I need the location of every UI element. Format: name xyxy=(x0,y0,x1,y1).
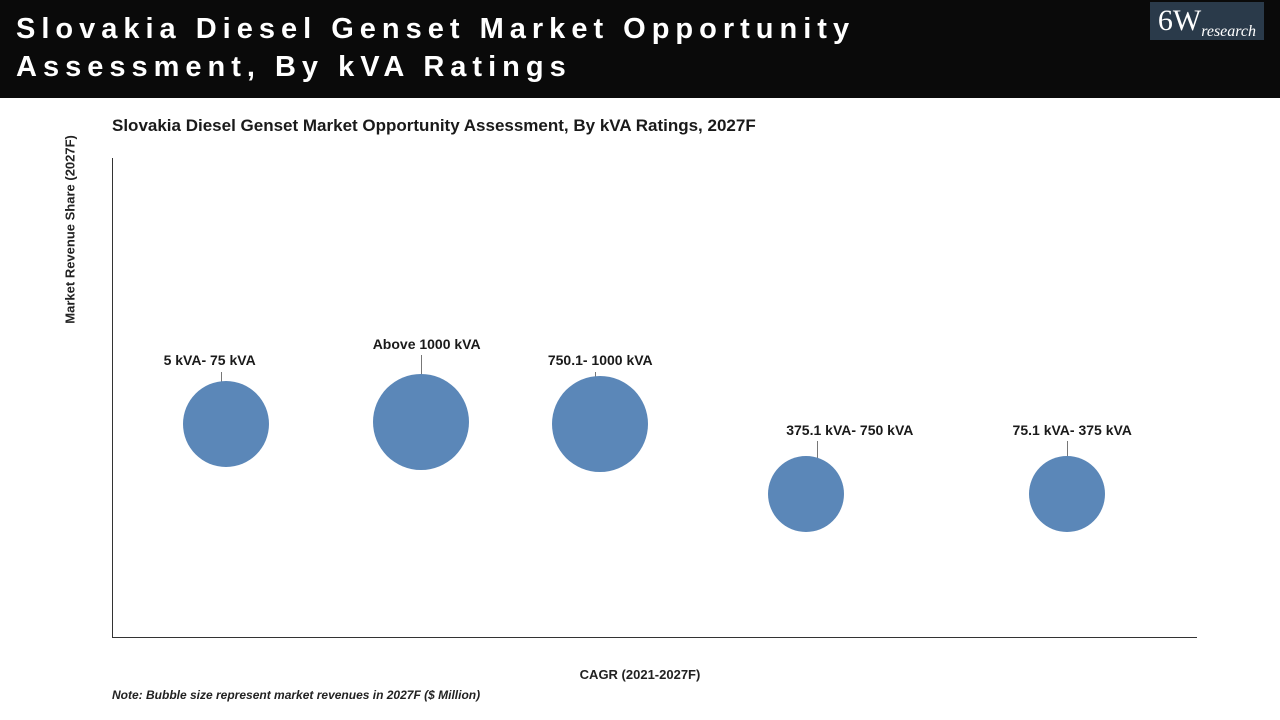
y-axis-label: Market Revenue Share (2027F) xyxy=(63,135,78,324)
plot-area: 5 kVA- 75 kVA Above 1000 kVA 750.1- 1000 k… xyxy=(112,158,1197,638)
chart-container: Slovakia Diesel Genset Market Opportunit… xyxy=(0,98,1280,720)
chart-note: Note: Bubble size represent market reven… xyxy=(112,688,480,702)
logo-text-big: 6W xyxy=(1158,4,1201,37)
bubble-label: 5 kVA- 75 kVA xyxy=(164,352,256,368)
logo-text-small: research xyxy=(1201,23,1256,40)
bubble-label: Above 1000 kVA xyxy=(373,336,481,352)
brand-logo: 6Wresearch xyxy=(1150,2,1264,40)
bubble-label: 375.1 kVA- 750 kVA xyxy=(786,422,913,438)
chart-bubble xyxy=(183,381,269,467)
chart-bubble xyxy=(1029,456,1105,532)
bubble-label: 75.1 kVA- 375 kVA xyxy=(1013,422,1132,438)
y-axis-line xyxy=(112,158,113,638)
chart-bubble xyxy=(768,456,844,532)
page-header: Slovakia Diesel Genset Market Opportunit… xyxy=(0,0,1280,98)
bubble-label: 750.1- 1000 kVA xyxy=(548,352,653,368)
chart-title: Slovakia Diesel Genset Market Opportunit… xyxy=(112,116,756,136)
x-axis-label: CAGR (2021-2027F) xyxy=(580,667,701,682)
chart-bubble xyxy=(373,374,469,470)
header-title: Slovakia Diesel Genset Market Opportunit… xyxy=(16,11,1016,86)
chart-bubble xyxy=(552,376,648,472)
x-axis-line xyxy=(112,637,1197,638)
